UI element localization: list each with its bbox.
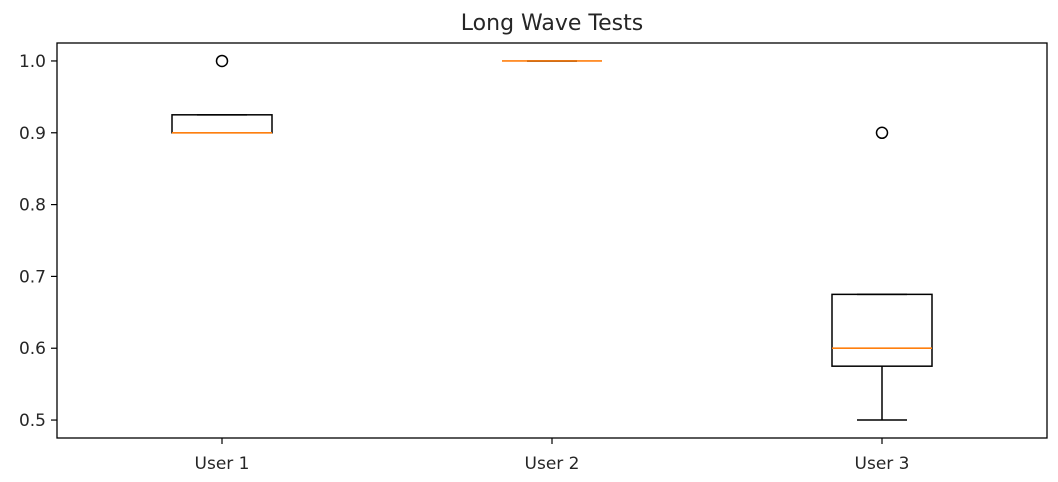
- x-tick-label: User 2: [525, 454, 580, 474]
- outlier-point: [215, 54, 229, 68]
- box-iqr: [171, 114, 273, 134]
- plot-frame: [56, 42, 1048, 439]
- y-tick-label: 0.6: [19, 339, 46, 359]
- y-tick-label: 0.9: [19, 124, 46, 144]
- y-tick-label: 0.8: [19, 196, 46, 216]
- y-tick-label: 0.7: [19, 267, 46, 287]
- box-iqr: [831, 293, 933, 367]
- chart-title: Long Wave Tests: [461, 11, 643, 36]
- x-tick-label: User 3: [855, 454, 910, 474]
- y-tick-label: 0.5: [19, 411, 46, 431]
- y-tick-label: 1.0: [19, 52, 46, 72]
- outlier-point: [875, 126, 889, 140]
- x-tick-label: User 1: [195, 454, 250, 474]
